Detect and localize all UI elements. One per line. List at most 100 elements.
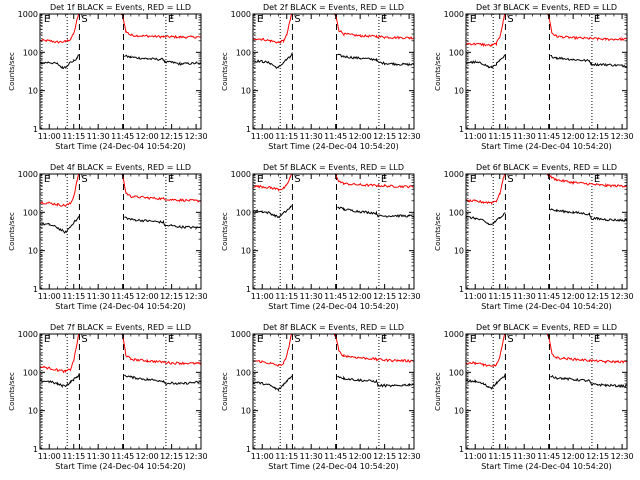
x-tick-label: 11:45: [537, 132, 560, 141]
y-tick-label: 10: [454, 407, 464, 416]
y-tick-label: 10: [454, 87, 464, 96]
x-axis-label: Start Time (24-Dec-04 10:54:20): [481, 142, 612, 151]
y-axis-label: Counts/sec: [221, 52, 229, 91]
y-tick-label: 10: [28, 87, 38, 96]
marker-label: E: [470, 334, 476, 345]
x-tick-label: 11:00: [38, 132, 61, 141]
x-tick-label: 11:00: [251, 132, 274, 141]
x-tick-label: 12:30: [398, 452, 421, 461]
y-tick-label: 1: [459, 445, 464, 454]
series-line-events: [465, 373, 627, 390]
y-axis-label: Counts/sec: [221, 212, 229, 251]
x-tick-label: 11:45: [324, 292, 347, 301]
panel-title: Det 1f BLACK = Events, RED = LLD: [50, 3, 191, 12]
x-tick-label: 12:30: [611, 292, 634, 301]
x-tick-label: 11:15: [62, 292, 85, 301]
y-tick-label: 1: [246, 125, 251, 134]
x-tick-label: 11:00: [251, 452, 274, 461]
x-tick-label: 11:30: [87, 132, 110, 141]
x-tick-label: 11:30: [87, 292, 110, 301]
x-tick-label: 12:30: [611, 132, 634, 141]
y-tick-label: 100: [23, 208, 38, 217]
panel-title: Det 5f BLACK = Events, RED = LLD: [263, 163, 404, 172]
marker-label: E: [381, 174, 387, 185]
x-tick-label: 11:15: [488, 132, 511, 141]
x-axis-label: Start Time (24-Dec-04 10:54:20): [481, 462, 612, 471]
y-tick-label: 1000: [231, 10, 251, 19]
x-tick-label: 11:45: [111, 132, 134, 141]
marker-label: S: [507, 174, 513, 185]
y-tick-label: 1: [459, 125, 464, 134]
series-line-lld: [253, 173, 415, 192]
y-tick-label: 1: [246, 445, 251, 454]
x-axis-label: Start Time (24-Dec-04 10:54:20): [55, 142, 186, 151]
y-axis-label: Counts/sec: [8, 372, 16, 411]
y-tick-label: 1: [33, 285, 38, 294]
y-axis-label: Counts/sec: [434, 52, 442, 91]
marker-label: E: [168, 174, 174, 185]
series-line-events: [466, 54, 628, 69]
marker-label: E: [470, 174, 476, 185]
x-tick-label: 12:00: [349, 452, 372, 461]
marker-label: E: [381, 14, 387, 25]
x-axis-label: Start Time (24-Dec-04 10:54:20): [55, 462, 186, 471]
plot-frame: [465, 333, 628, 450]
marker-label: E: [44, 14, 50, 25]
y-tick-label: 1: [459, 285, 464, 294]
x-tick-label: 11:00: [464, 292, 487, 301]
marker-label: E: [168, 334, 174, 345]
series-line-lld: [252, 333, 415, 367]
y-axis-label: Counts/sec: [8, 52, 16, 91]
x-tick-label: 12:00: [562, 452, 585, 461]
y-tick-label: 10: [28, 407, 38, 416]
y-tick-label: 1: [246, 285, 251, 294]
y-axis-label: Counts/sec: [434, 372, 442, 411]
x-tick-label: 12:15: [586, 132, 609, 141]
y-tick-label: 10: [241, 247, 251, 256]
y-tick-label: 10: [28, 247, 38, 256]
x-tick-label: 11:15: [488, 452, 511, 461]
x-tick-label: 11:30: [300, 132, 323, 141]
x-tick-label: 12:00: [136, 132, 159, 141]
x-tick-label: 11:30: [513, 452, 536, 461]
marker-label: S: [81, 334, 87, 345]
y-tick-label: 10: [241, 87, 251, 96]
x-tick-label: 12:00: [136, 452, 159, 461]
series-line-lld: [39, 173, 202, 208]
panel-title: Det 4f BLACK = Events, RED = LLD: [50, 163, 191, 172]
marker-label: E: [44, 174, 50, 185]
plot-frame: [252, 13, 415, 130]
marker-label: E: [594, 174, 600, 185]
y-tick-label: 100: [236, 368, 251, 377]
x-axis-label: Start Time (24-Dec-04 10:54:20): [481, 302, 612, 311]
x-tick-label: 12:00: [562, 292, 585, 301]
y-tick-label: 1000: [231, 170, 251, 179]
x-tick-label: 11:15: [275, 132, 298, 141]
x-tick-label: 11:45: [537, 292, 560, 301]
plot-frame: [39, 13, 202, 130]
marker-label: S: [507, 334, 513, 345]
y-tick-label: 1000: [444, 10, 464, 19]
y-tick-label: 1: [33, 445, 38, 454]
x-tick-label: 12:15: [586, 292, 609, 301]
x-tick-label: 11:15: [275, 292, 298, 301]
series-line-events: [465, 208, 628, 226]
panel-title: Det 8f BLACK = Events, RED = LLD: [263, 323, 404, 332]
series-line-events: [39, 215, 202, 234]
x-tick-label: 12:00: [562, 132, 585, 141]
x-axis-label: Start Time (24-Dec-04 10:54:20): [268, 302, 399, 311]
x-tick-label: 11:00: [464, 132, 487, 141]
x-tick-label: 11:00: [464, 452, 487, 461]
x-tick-label: 12:15: [373, 132, 396, 141]
x-tick-label: 11:45: [324, 452, 347, 461]
x-tick-label: 11:15: [62, 452, 85, 461]
series-line-events: [39, 54, 202, 70]
y-tick-label: 100: [23, 368, 38, 377]
x-tick-label: 12:00: [136, 292, 159, 301]
